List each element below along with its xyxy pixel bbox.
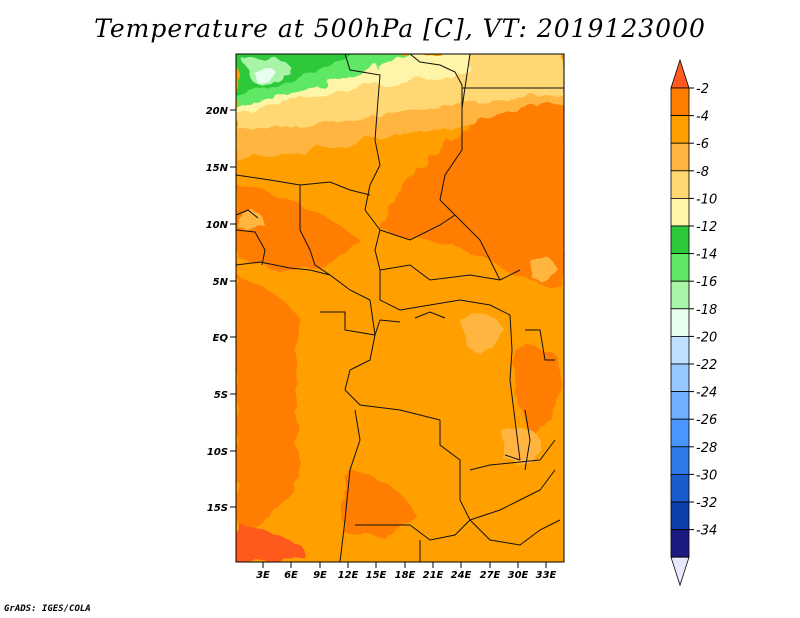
colorbar-label: -32	[696, 496, 717, 511]
colorbar-label: -16	[696, 275, 717, 290]
lat-tick-label: 15S	[207, 503, 228, 514]
colorbar-box	[670, 501, 690, 531]
colorbar-box	[670, 115, 690, 144]
lon-tick-label: 18E	[395, 570, 416, 581]
lat-tick-label: 5S	[214, 390, 228, 401]
grads-credit: GrADS: IGES/COLA	[4, 604, 91, 614]
chart-title: Temperature at 500hPa [C], VT: 201912300…	[94, 14, 706, 43]
colorbar-box	[670, 446, 690, 475]
colorbar-label: -30	[696, 468, 717, 483]
colorbar-label: -20	[696, 330, 717, 345]
colorbar-label: -2	[696, 82, 709, 97]
colorbar-top-arrow	[670, 58, 690, 89]
temperature-field	[236, 54, 564, 562]
lat-tick-label: 5N	[213, 277, 229, 288]
colorbar-box	[670, 473, 690, 503]
colorbar-label: -10	[696, 192, 717, 207]
colorbar-box	[670, 253, 690, 282]
lat-tick-label: EQ	[213, 333, 229, 344]
lon-tick-label: 6E	[284, 570, 298, 581]
colorbar-label: -22	[696, 358, 717, 373]
colorbar-label: -18	[696, 303, 717, 318]
colorbar-box	[670, 363, 690, 393]
lon-tick-label: 12E	[338, 570, 359, 581]
colorbar-label: -12	[696, 220, 717, 235]
colorbar-box	[670, 335, 690, 365]
lat-tick-label: 10N	[206, 220, 229, 231]
colorbar-box	[670, 308, 690, 337]
latitude-axis: 20N 15N 10N 5N EQ 5S 10S 15S	[206, 106, 236, 514]
colorbar-box	[670, 280, 690, 310]
colorbar-box	[670, 197, 690, 227]
lat-tick-label: 20N	[206, 106, 229, 117]
map-frame	[235, 53, 565, 563]
colorbar-label: -24	[696, 386, 717, 401]
longitude-axis: 3E 6E 9E 12E 15E 18E 21E 24E 27E 30E 33E	[256, 562, 557, 581]
colorbar-label: -4	[696, 110, 709, 125]
colorbar-box	[670, 391, 690, 420]
lat-tick-label: 15N	[206, 163, 229, 174]
lon-tick-label: 15E	[366, 570, 387, 581]
colorbar-label: -8	[696, 165, 709, 180]
lon-tick-label: 21E	[423, 570, 444, 581]
colorbar-label: -26	[696, 413, 717, 428]
lon-tick-label: 9E	[313, 570, 327, 581]
colorbar-box	[670, 170, 690, 199]
lat-tick-label: 10S	[207, 447, 228, 458]
colorbar-box	[670, 142, 690, 172]
colorbar-label: -6	[696, 137, 709, 152]
colorbar-bottom-arrow	[670, 556, 690, 587]
country-boundaries	[236, 54, 564, 562]
colorbar-label: -14	[696, 248, 717, 263]
colorbar-box	[670, 418, 690, 448]
colorbar-box	[670, 87, 690, 117]
lon-tick-label: 27E	[480, 570, 501, 581]
lon-tick-label: 24E	[451, 570, 472, 581]
lon-tick-label: 3E	[256, 570, 270, 581]
colorbar-label: -28	[696, 441, 717, 456]
colorbar-label: -34	[696, 524, 717, 539]
lon-tick-label: 33E	[536, 570, 557, 581]
colorbar-box	[670, 225, 690, 255]
colorbar-box	[670, 529, 690, 558]
lon-tick-label: 30E	[508, 570, 529, 581]
